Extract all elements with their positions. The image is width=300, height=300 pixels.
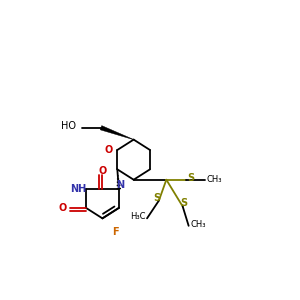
Text: O: O	[98, 166, 106, 176]
Text: O: O	[58, 203, 66, 213]
Text: S: S	[181, 199, 188, 208]
Text: CH₃: CH₃	[206, 175, 222, 184]
Text: HO: HO	[61, 121, 76, 131]
Text: H₃C: H₃C	[130, 212, 146, 221]
Text: S: S	[153, 193, 160, 203]
Text: NH: NH	[70, 184, 87, 194]
Text: F: F	[112, 227, 119, 237]
Text: O: O	[104, 145, 112, 155]
Text: N: N	[116, 180, 124, 190]
Text: S: S	[188, 173, 195, 183]
Text: CH₃: CH₃	[190, 220, 206, 229]
Polygon shape	[100, 126, 134, 140]
